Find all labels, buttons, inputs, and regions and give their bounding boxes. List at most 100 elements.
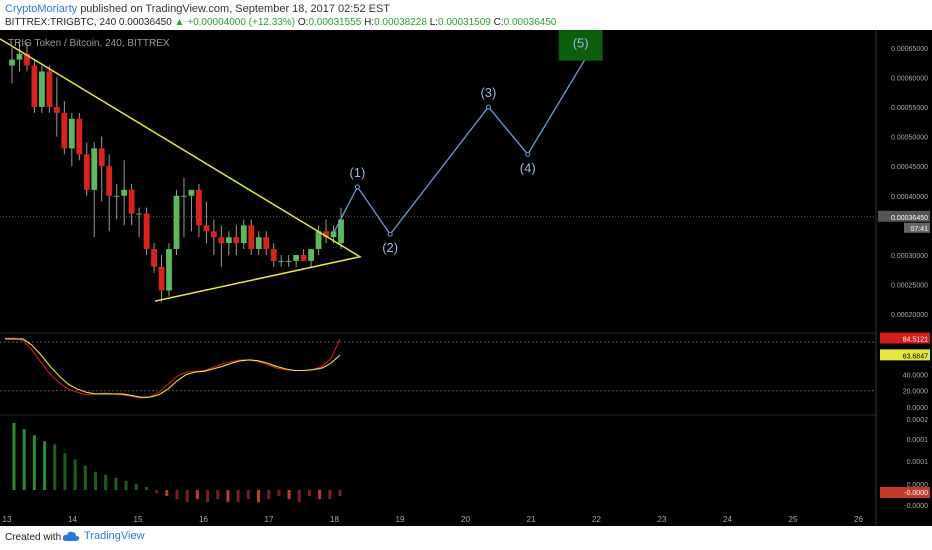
x-tick-label: 23 — [658, 515, 667, 524]
candle-body — [31, 65, 38, 107]
last-price-badge — [878, 210, 930, 222]
x-tick-label: 22 — [592, 515, 601, 524]
candle-body — [315, 231, 322, 250]
histogram-bar — [144, 486, 148, 490]
wave-point — [354, 184, 360, 190]
stoch-k-badge — [880, 332, 930, 344]
histogram-bar — [22, 429, 26, 490]
candle-body — [233, 237, 240, 244]
candle-body — [158, 266, 165, 291]
histogram-bar — [216, 490, 220, 500]
wave-point — [485, 104, 491, 110]
candle-body — [91, 148, 98, 190]
candle-body — [46, 71, 53, 107]
candle-body — [240, 225, 247, 244]
price-tick-label: 0.00030000 — [891, 253, 928, 260]
price-tick-label: 0.00065000 — [891, 46, 928, 53]
candle-body — [76, 118, 83, 155]
chart-title: TRIG Token / Bitcoin, 240, BITTREX — [8, 38, 170, 49]
histogram-bar — [155, 490, 159, 494]
candle-body — [68, 118, 75, 149]
histogram-bar — [63, 453, 67, 490]
histogram-bar — [226, 490, 230, 503]
price-tick-label: 0.00050000 — [891, 135, 928, 142]
stoch-k-label: 84.5121 — [903, 337, 928, 344]
histogram-bar — [195, 490, 199, 500]
open-label: O: — [297, 17, 309, 28]
candle-body — [38, 71, 45, 107]
author-link[interactable]: CryptoMoriarty — [5, 3, 78, 15]
chart-area[interactable]: 0.00065000 0.00060000 0.00055000 0.00050000… — [0, 30, 932, 526]
histogram-bar — [277, 490, 281, 497]
candle-body — [83, 154, 90, 190]
wave-label: (1) — [349, 165, 365, 180]
histogram-bar — [287, 490, 291, 500]
candle-body — [255, 237, 262, 250]
histogram-last-label: -0.0000 — [904, 490, 928, 497]
candle-body — [300, 254, 307, 261]
candle-body — [61, 112, 68, 149]
stoch-tick-label: 40.0000 — [903, 373, 928, 380]
cloud-icon — [62, 531, 80, 541]
x-tick-label: 15 — [134, 515, 143, 524]
x-tick-label: 19 — [396, 515, 405, 524]
candle-body — [248, 225, 255, 250]
candle-body — [323, 231, 329, 238]
elliott-wave-line — [333, 56, 588, 236]
x-tick-label: 14 — [68, 515, 77, 524]
stoch-k-line — [5, 337, 341, 399]
histogram-bar — [185, 490, 189, 503]
target-box — [558, 30, 603, 61]
candle-body — [128, 189, 135, 214]
x-tick-label: 20 — [461, 515, 470, 524]
candle-body — [121, 189, 128, 196]
candle-body — [308, 249, 315, 261]
candle-body — [113, 195, 120, 197]
candle-body — [106, 166, 113, 196]
candle-body — [218, 237, 225, 244]
candle-body — [173, 195, 180, 250]
price-tick-label: 0.00060000 — [891, 75, 928, 82]
x-tick-label: 25 — [789, 515, 798, 524]
candle-body — [188, 189, 195, 196]
candle-body — [9, 59, 15, 66]
histogram-bar — [257, 490, 260, 503]
price-tick-label: 0.00040000 — [891, 194, 928, 201]
low-label: L: — [429, 17, 439, 28]
triangle-pattern — [0, 38, 363, 302]
candle-body — [98, 148, 105, 167]
histogram-bar — [43, 441, 47, 490]
histogram-bar — [53, 444, 57, 490]
candle-body — [24, 53, 30, 66]
histogram-bar — [318, 490, 322, 500]
wave-point — [387, 231, 393, 237]
histogram-last-badge — [880, 487, 930, 498]
countdown-label: 07:41 — [910, 226, 928, 233]
chart-svg[interactable]: 0.00065000 0.00060000 0.00055000 0.00050000… — [0, 30, 932, 526]
candle-body — [278, 260, 285, 262]
histogram-bar — [134, 483, 138, 490]
tradingview-brand: TradingView — [84, 530, 145, 542]
histogram-bar — [236, 490, 240, 503]
histogram-bar — [83, 465, 87, 490]
x-tick-label: 13 — [3, 515, 12, 524]
wave-label: (4) — [520, 160, 536, 175]
stoch-tick-label: 20.0000 — [903, 389, 928, 396]
tradingview-logo[interactable]: TradingView — [62, 530, 145, 542]
histogram-bar — [32, 435, 36, 490]
histogram-bar — [328, 490, 332, 500]
created-with-text: Created with — [5, 532, 62, 543]
price-tick-label: 0.00055000 — [891, 105, 928, 112]
stoch-d-label: 63.6847 — [903, 353, 928, 360]
wave-label: (3) — [480, 85, 496, 100]
price-tick-label: 0.00045000 — [891, 164, 928, 171]
histogram-bar — [246, 490, 250, 500]
stoch-tick-label: 0.0000 — [907, 405, 929, 412]
x-tick-label: 21 — [527, 515, 536, 524]
histogram-tick-label: -0.0000 — [904, 503, 928, 510]
candle-body — [270, 249, 277, 261]
histogram-tick-label: 0.0002 — [907, 417, 929, 424]
change-value: ▲ +0.00004000 (+12.33%) — [174, 17, 296, 28]
candle-body — [136, 213, 143, 215]
price-tick-label: 0.00025000 — [891, 283, 928, 290]
